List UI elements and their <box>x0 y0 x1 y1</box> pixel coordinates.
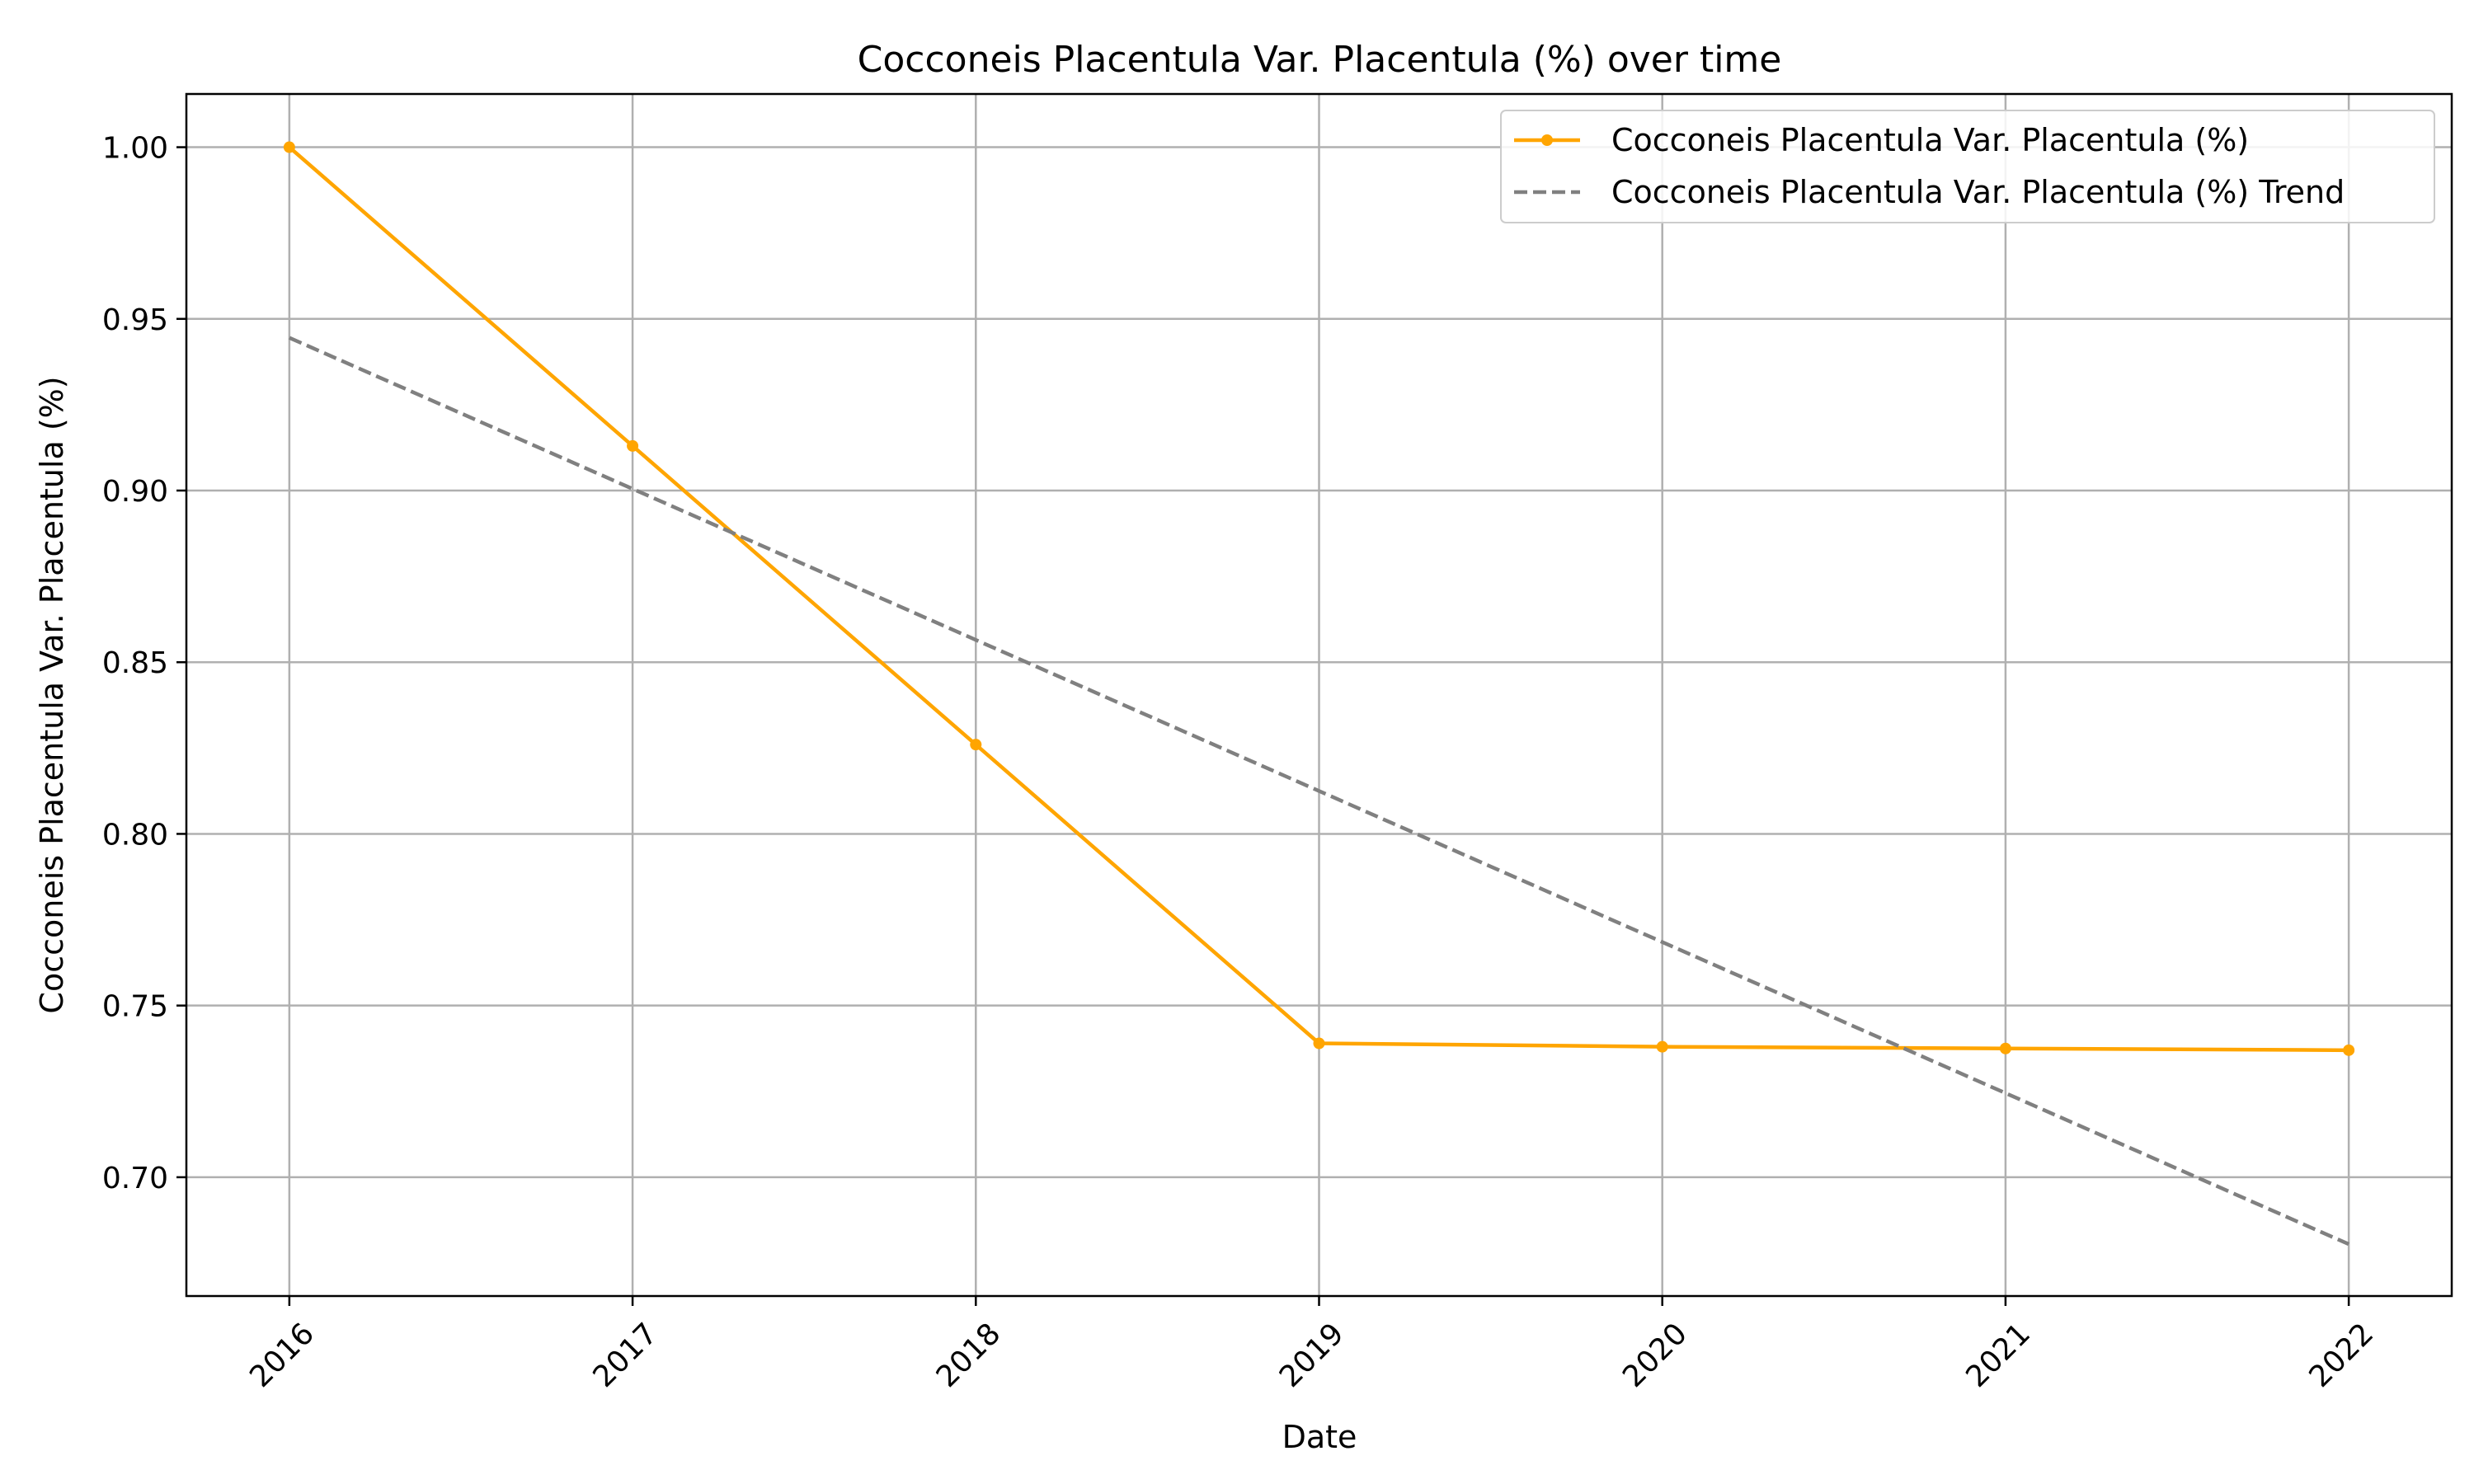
y-tick-label: 1.00 <box>102 132 168 166</box>
series-point <box>1656 1040 1668 1053</box>
trend-line <box>288 336 2350 1247</box>
series-point <box>2343 1044 2355 1056</box>
y-tick-label: 0.85 <box>102 646 168 680</box>
series-layer <box>283 141 2355 1247</box>
legend-label-series: Cocconeis Placentula Var. Placentula (%) <box>1611 122 2249 158</box>
series-point <box>1999 1042 2011 1054</box>
y-tick-label: 0.75 <box>102 990 168 1024</box>
y-tick-label: 0.80 <box>102 818 168 852</box>
series-point <box>970 739 982 751</box>
y-tick-label: 0.90 <box>102 475 168 509</box>
y-tick-label: 0.95 <box>102 303 168 337</box>
series-point <box>1313 1037 1325 1050</box>
chart-title: Cocconeis Placentula Var. Placentula (%)… <box>858 39 1782 81</box>
series-point <box>627 439 639 452</box>
grid <box>186 94 2452 1296</box>
legend-marker-series <box>1541 134 1553 146</box>
legend: Cocconeis Placentula Var. Placentula (%)… <box>1500 110 2435 223</box>
y-axis-label: Cocconeis Placentula Var. Placentula (%) <box>34 376 70 1013</box>
x-axis-label: Date <box>1282 1419 1357 1455</box>
series-point <box>283 141 295 153</box>
legend-box <box>1500 110 2435 223</box>
legend-label-trend: Cocconeis Placentula Var. Placentula (%)… <box>1611 174 2345 210</box>
y-tick-label: 0.70 <box>102 1162 168 1195</box>
y-axis: 0.70 0.75 0.80 0.85 0.90 0.95 1.00 <box>102 132 186 1195</box>
